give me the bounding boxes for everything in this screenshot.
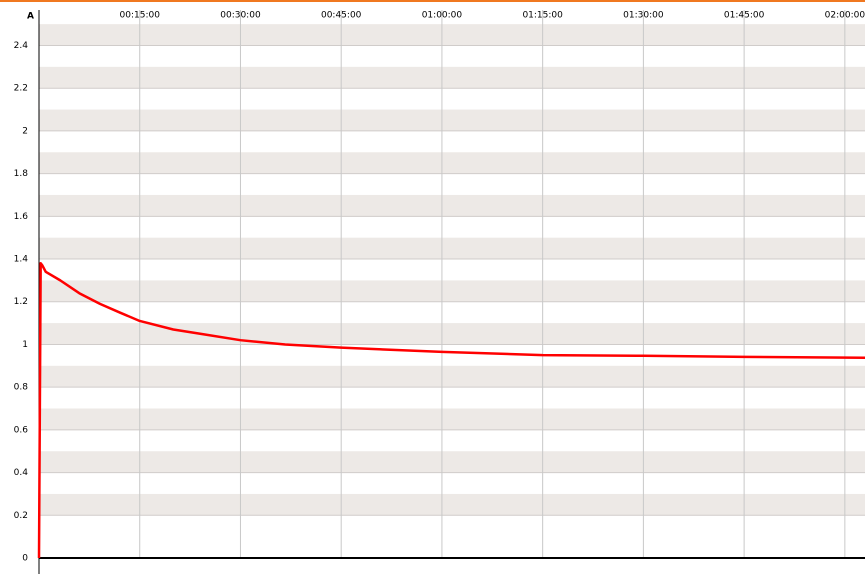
- y-tick-label: 0.2: [14, 511, 28, 521]
- top-border: [0, 0, 865, 2]
- y-tick-label: 2: [22, 126, 28, 136]
- x-tick-label: 01:00:00: [422, 11, 463, 21]
- y-tick-label: 1.4: [14, 255, 29, 265]
- grid-band: [39, 365, 865, 388]
- x-tick-label: 00:15:00: [120, 11, 161, 21]
- x-tick-label: 00:45:00: [321, 11, 362, 21]
- x-tick-label: 02:00:00: [825, 11, 865, 21]
- grid-band: [39, 237, 865, 260]
- grid-band: [39, 66, 865, 89]
- y-tick-label: 1: [22, 340, 28, 350]
- grid-band: [39, 493, 865, 516]
- y-tick-label: 0.6: [14, 425, 29, 435]
- y-tick-label: 2.4: [14, 41, 29, 51]
- series-line: [37, 262, 865, 559]
- grid-band: [39, 152, 865, 174]
- grid-band: [39, 194, 865, 217]
- y-tick-label: 1.8: [14, 169, 29, 179]
- grid-band: [39, 451, 865, 473]
- y-tick-label: 2.2: [14, 84, 28, 94]
- y-tick-label: 1.6: [14, 212, 29, 222]
- grid-band: [39, 24, 865, 46]
- y-tick-label: 0.4: [14, 468, 29, 478]
- x-tick-label: 01:15:00: [522, 11, 563, 21]
- y-axis-label: A: [27, 12, 34, 22]
- y-tick-label: 0.8: [14, 383, 29, 393]
- grid-band: [39, 408, 865, 430]
- x-tick-label: 01:45:00: [724, 11, 765, 21]
- grid-band: [39, 109, 865, 131]
- x-tick-label: 01:30:00: [623, 11, 664, 21]
- x-tick-label: 00:30:00: [220, 11, 261, 21]
- grid-band: [39, 280, 865, 302]
- y-tick-label: 1.2: [14, 297, 28, 307]
- grid-band: [39, 323, 865, 345]
- y-tick-label: 0: [22, 554, 28, 564]
